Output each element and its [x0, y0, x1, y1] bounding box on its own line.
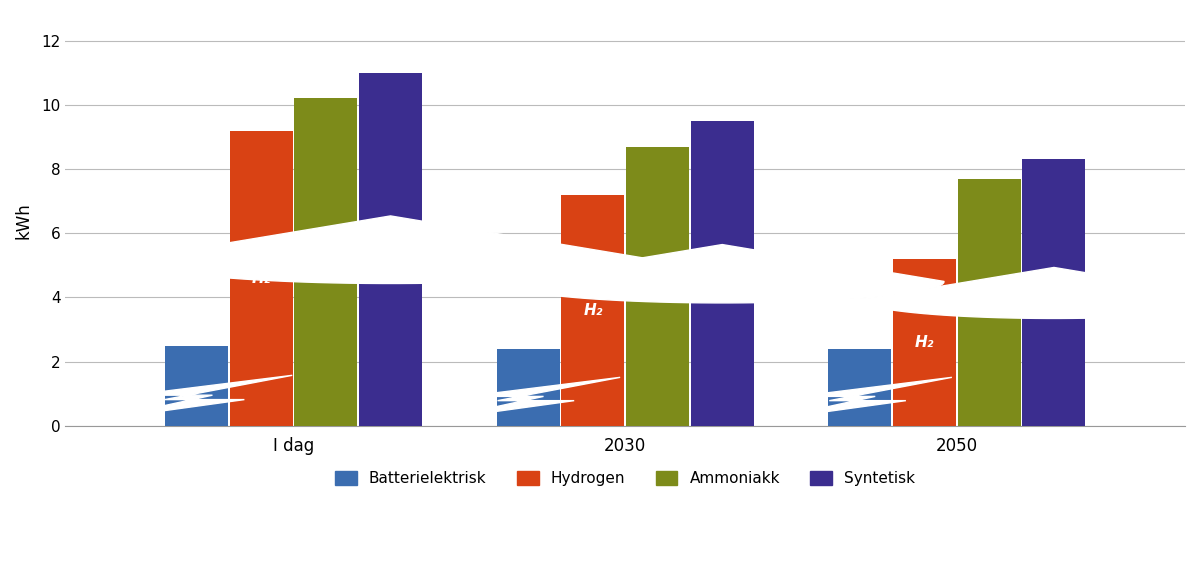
Text: H₂: H₂	[914, 335, 935, 350]
Bar	[1022, 159, 1086, 426]
Y-axis label: kWh: kWh	[14, 202, 32, 239]
Text: H₂: H₂	[252, 271, 271, 286]
Bar	[562, 195, 624, 426]
Legend: Batterielektrisk, Hydrogen, Ammoniakk, Syntetisk: Batterielektrisk, Hydrogen, Ammoniakk, S…	[329, 464, 922, 492]
Text: H₂: H₂	[583, 303, 602, 318]
Polygon shape	[500, 245, 944, 303]
Bar	[359, 73, 422, 426]
Polygon shape	[437, 377, 620, 420]
Text: NH₃: NH₃	[311, 255, 341, 269]
Text: NH₃: NH₃	[974, 295, 1004, 310]
Polygon shape	[860, 267, 1200, 319]
Bar	[497, 349, 559, 426]
Bar	[828, 349, 892, 426]
Polygon shape	[101, 376, 293, 419]
Bar	[164, 345, 228, 426]
Bar	[958, 179, 1021, 426]
Polygon shape	[768, 377, 952, 420]
Bar	[626, 147, 689, 426]
Polygon shape	[133, 216, 648, 283]
Bar	[294, 98, 358, 426]
Bar	[893, 259, 956, 426]
Bar	[691, 121, 754, 426]
Text: NH₃: NH₃	[643, 279, 672, 293]
Bar	[229, 130, 293, 426]
